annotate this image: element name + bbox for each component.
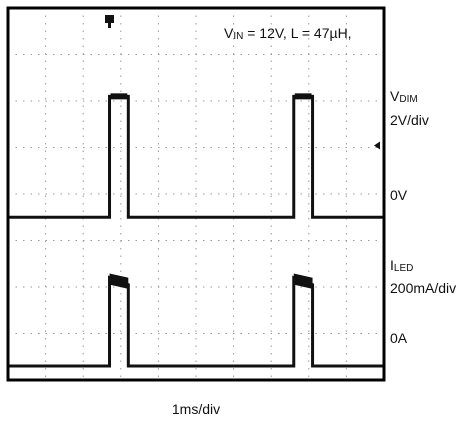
plot-frame [6,6,386,382]
traces [8,93,384,368]
iled-ground-label: 0A [390,330,408,346]
vdim-ground-label: 0V [390,187,408,203]
iled-series-label: ILED [390,257,413,274]
vdim-series-label: VDIM [390,88,418,105]
vdim-scale-label: 2V/div [390,112,429,128]
x-axis-label: 1ms/div [172,401,220,417]
vdim-pulse-top [110,93,128,100]
vdim-pulse-top [294,93,312,100]
iled-scale-label: 200mA/div [390,280,456,296]
iled-ripple-band [109,273,129,289]
vdim-trace [8,94,384,219]
grid [8,8,384,380]
iled-trace [8,275,384,368]
conditions-label: VIN = 12V, L = 47µH, [224,25,352,42]
channel-position-marker [374,141,380,150]
iled-ripple-band [293,273,313,289]
trigger-marker-icon [105,15,114,28]
